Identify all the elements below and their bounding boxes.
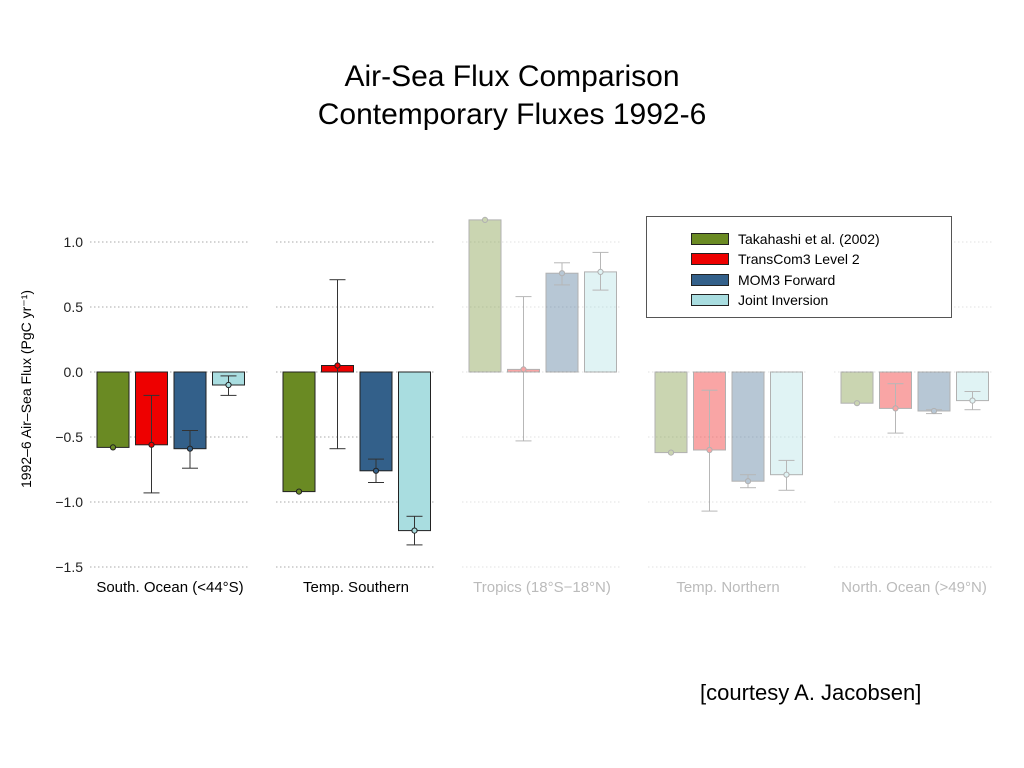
marker-g2-s2 bbox=[558, 270, 566, 277]
marker-g1-s3 bbox=[411, 527, 418, 534]
category-label-0: South. Ocean (<44°S) bbox=[96, 579, 243, 596]
bar-group-1 bbox=[282, 279, 431, 546]
marker-g2-s1 bbox=[520, 366, 527, 373]
marker-g1-s1 bbox=[334, 362, 341, 369]
marker-g4-s3 bbox=[969, 397, 976, 404]
bars-layer bbox=[96, 216, 989, 546]
marker-g1-s0 bbox=[295, 488, 303, 495]
bar-group-4 bbox=[840, 371, 989, 434]
category-label-1: Temp. Southern bbox=[303, 579, 409, 596]
marker-g2-s3 bbox=[597, 268, 604, 275]
chart-legend: Takahashi et al. (2002) TransCom3 Level … bbox=[646, 216, 952, 318]
marker-g3-s1 bbox=[706, 446, 713, 454]
legend-swatch-transcom3 bbox=[691, 253, 729, 265]
legend-item-takahashi: Takahashi et al. (2002) bbox=[691, 230, 880, 248]
marker-g1-s2 bbox=[372, 467, 380, 474]
marker-g0-s3 bbox=[225, 381, 232, 389]
bar-g2-s2 bbox=[545, 272, 579, 373]
marker-g3-s3 bbox=[783, 471, 790, 478]
legend-label-transcom3: TransCom3 Level 2 bbox=[738, 251, 860, 267]
courtesy-note: [courtesy A. Jacobsen] bbox=[700, 680, 922, 705]
bar-g3-s1 bbox=[693, 371, 726, 451]
legend-item-transcom3: TransCom3 Level 2 bbox=[691, 250, 860, 268]
y-tick-label-2: 0.0 bbox=[64, 364, 84, 380]
legend-label-mom3: MOM3 Forward bbox=[738, 272, 836, 288]
bar-g3-s3 bbox=[770, 371, 803, 476]
legend-label-joint-inversion: Joint Inversion bbox=[738, 292, 829, 308]
legend-item-joint-inversion: Joint Inversion bbox=[691, 291, 828, 309]
marker-g0-s1 bbox=[148, 441, 155, 448]
bar-g4-s2 bbox=[917, 371, 951, 412]
legend-swatch-mom3 bbox=[691, 274, 729, 286]
category-label-2: Tropics (18°S−18°N) bbox=[473, 579, 611, 596]
bar-g1-s3 bbox=[398, 371, 431, 532]
bar-g3-s0 bbox=[654, 371, 688, 454]
bar-group-0 bbox=[96, 371, 245, 494]
axis-layer: 1.0 0.5 0.0 −0.5 −1.0 −1.5 1992–6 Air–Sea Flux… bbox=[18, 234, 987, 596]
marker-g2-s0 bbox=[481, 216, 489, 223]
category-label-3: Temp. Northern bbox=[676, 579, 779, 596]
y-tick-label-3: −0.5 bbox=[55, 429, 83, 445]
slide-title-line-2: Contemporary Fluxes 1992-6 bbox=[317, 98, 707, 131]
category-label-4: North. Ocean (>49°N) bbox=[841, 579, 987, 596]
marker-g3-s2 bbox=[744, 478, 752, 485]
marker-g0-s0 bbox=[109, 444, 117, 451]
y-tick-label-4: −1.0 bbox=[55, 494, 83, 510]
bar-g2-s0 bbox=[468, 219, 502, 373]
y-tick-label-1: 0.5 bbox=[64, 299, 84, 315]
bar-g3-s2 bbox=[731, 371, 765, 482]
marker-g4-s0 bbox=[853, 400, 861, 407]
legend-swatch-joint-inversion bbox=[691, 294, 729, 306]
marker-g0-s2 bbox=[186, 445, 194, 452]
marker-g4-s2 bbox=[930, 407, 938, 415]
bar-g1-s2 bbox=[359, 371, 393, 472]
y-axis-label: 1992–6 Air–Sea Flux (PgC yr⁻¹) bbox=[18, 290, 34, 488]
y-tick-label-0: 1.0 bbox=[64, 234, 84, 250]
bar-group-3 bbox=[654, 371, 803, 512]
marker-g4-s1 bbox=[892, 405, 899, 412]
legend-item-mom3: MOM3 Forward bbox=[691, 271, 835, 289]
bar-group-2 bbox=[468, 216, 617, 442]
bar-g4-s1 bbox=[879, 371, 912, 409]
bar-g2-s1 bbox=[507, 368, 540, 373]
marker-g3-s0 bbox=[667, 449, 675, 456]
bar-g4-s0 bbox=[840, 371, 874, 404]
bar-g0-s0 bbox=[96, 371, 130, 448]
bar-g2-s3 bbox=[584, 271, 617, 373]
legend-swatch-takahashi bbox=[691, 233, 729, 245]
y-tick-label-5: −1.5 bbox=[55, 559, 83, 575]
bar-g4-s3 bbox=[956, 371, 989, 402]
bar-g1-s0 bbox=[282, 371, 316, 493]
legend-label-takahashi: Takahashi et al. (2002) bbox=[738, 231, 880, 247]
slide-title: Air-Sea Flux Comparison Contemporary Flu… bbox=[0, 58, 1024, 134]
slide-title-line-1: Air-Sea Flux Comparison bbox=[344, 60, 680, 93]
